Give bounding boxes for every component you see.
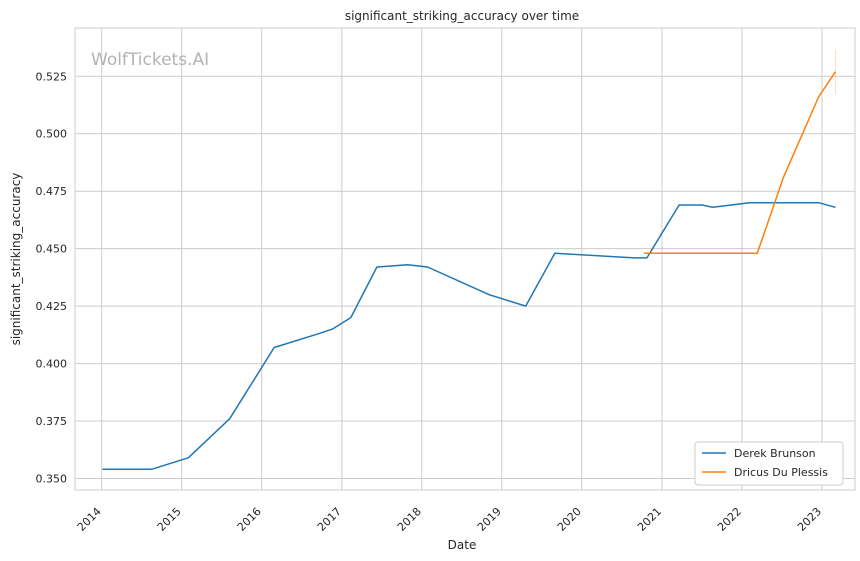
y-tick-label: 0.450: [36, 243, 68, 256]
x-tick-label: 2020: [555, 505, 584, 534]
x-tick-label: 2022: [715, 505, 744, 534]
series-line-dricus-du-plessis: [644, 71, 837, 255]
watermark: WolfTickets.AI: [91, 50, 209, 70]
x-tick-label: 2016: [235, 505, 264, 534]
y-tick-label: 0.500: [36, 128, 68, 141]
x-tick-label: 2023: [795, 505, 824, 534]
y-tick-label: 0.400: [36, 358, 68, 371]
x-tick-label: 2019: [475, 505, 504, 534]
legend-box: [694, 441, 844, 486]
x-tick-labels: 2014 2015 2016 2017 2018 2019 2020 2021 2022 2023: [75, 505, 824, 534]
x-axis-label: Date: [448, 538, 477, 552]
series-line-derek-brunson: [102, 201, 836, 471]
y-tick-labels: 0.350 0.375 0.400 0.425 0.450 0.475 0.500 0.525: [36, 70, 68, 485]
x-tick-label: 2014: [75, 505, 104, 534]
chart-title: significant_striking_accuracy over time: [345, 9, 579, 23]
legend-label-derek-brunson: Derek Brunson: [734, 447, 816, 460]
series-lines: [102, 49, 837, 471]
y-tick-label: 0.475: [36, 185, 68, 198]
y-axis-label: significant_striking_accuracy: [9, 173, 23, 346]
legend: Derek Brunson Dricus Du Plessis: [694, 441, 844, 486]
x-tick-label: 2018: [395, 505, 424, 534]
legend-label-dricus-du-plessis: Dricus Du Plessis: [734, 466, 828, 479]
y-tick-label: 0.350: [36, 473, 68, 486]
x-tick-label: 2017: [315, 505, 344, 534]
x-tick-label: 2015: [155, 505, 184, 534]
plot-area: [74, 27, 856, 491]
y-tick-label: 0.425: [36, 300, 68, 313]
y-tick-label: 0.525: [36, 70, 68, 83]
x-tick-label: 2021: [635, 505, 664, 534]
y-tick-label: 0.375: [36, 415, 68, 428]
